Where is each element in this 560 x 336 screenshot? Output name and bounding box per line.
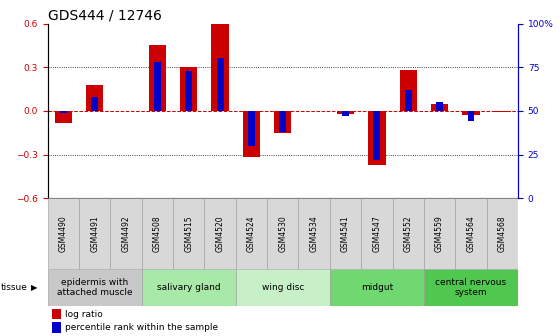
Bar [361,198,393,269]
Bar [142,269,236,306]
Bar [436,102,443,111]
Bar [405,90,412,111]
Bar [337,111,354,114]
Bar [217,58,223,111]
Bar [393,198,424,269]
Bar [274,111,291,133]
Text: GSM4559: GSM4559 [435,215,444,252]
Bar [48,269,142,306]
Text: GSM4515: GSM4515 [184,215,193,252]
Text: log ratio: log ratio [66,310,103,319]
Text: GSM4520: GSM4520 [216,215,225,252]
Text: GSM4547: GSM4547 [372,215,381,252]
Bar [52,309,61,319]
Bar [374,111,380,160]
Text: epidermis with
attached muscle: epidermis with attached muscle [57,278,133,297]
Bar [494,111,511,112]
Bar [110,198,142,269]
Bar [52,323,61,333]
Bar [298,198,330,269]
Bar [48,198,79,269]
Bar [79,198,110,269]
Bar [60,111,67,113]
Text: ▶: ▶ [31,283,38,292]
Bar [267,198,298,269]
Text: GSM4524: GSM4524 [247,215,256,252]
Bar [55,111,72,123]
Bar [487,198,518,269]
Bar [142,198,173,269]
Bar [204,198,236,269]
Bar [154,62,161,111]
Bar [185,71,192,111]
Text: GSM4564: GSM4564 [466,215,475,252]
Bar [468,111,474,121]
Bar [431,103,448,111]
Text: wing disc: wing disc [262,283,304,292]
Bar [330,269,424,306]
Text: GSM4490: GSM4490 [59,215,68,252]
Bar [455,198,487,269]
Bar [91,97,98,111]
Bar [368,111,385,165]
Bar [400,70,417,111]
Text: GDS444 / 12746: GDS444 / 12746 [48,8,161,23]
Bar [279,111,286,132]
Text: midgut: midgut [361,283,393,292]
Bar [463,111,479,115]
Bar [236,269,330,306]
Text: tissue: tissue [1,283,28,292]
Text: central nervous
system: central nervous system [435,278,507,297]
Bar [180,67,197,111]
Bar [212,24,228,111]
Bar [424,198,455,269]
Bar [149,45,166,111]
Text: GSM4534: GSM4534 [310,215,319,252]
Text: salivary gland: salivary gland [157,283,221,292]
Bar [173,198,204,269]
Bar [342,111,349,116]
Text: GSM4568: GSM4568 [498,215,507,252]
Bar [424,269,518,306]
Text: GSM4491: GSM4491 [90,215,99,252]
Bar [86,85,103,111]
Bar [243,111,260,158]
Bar [236,198,267,269]
Text: GSM4541: GSM4541 [341,215,350,252]
Text: GSM4552: GSM4552 [404,215,413,252]
Bar [248,111,255,146]
Text: GSM4492: GSM4492 [122,215,130,252]
Text: GSM4508: GSM4508 [153,215,162,252]
Text: GSM4530: GSM4530 [278,215,287,252]
Text: percentile rank within the sample: percentile rank within the sample [66,323,218,332]
Bar [330,198,361,269]
